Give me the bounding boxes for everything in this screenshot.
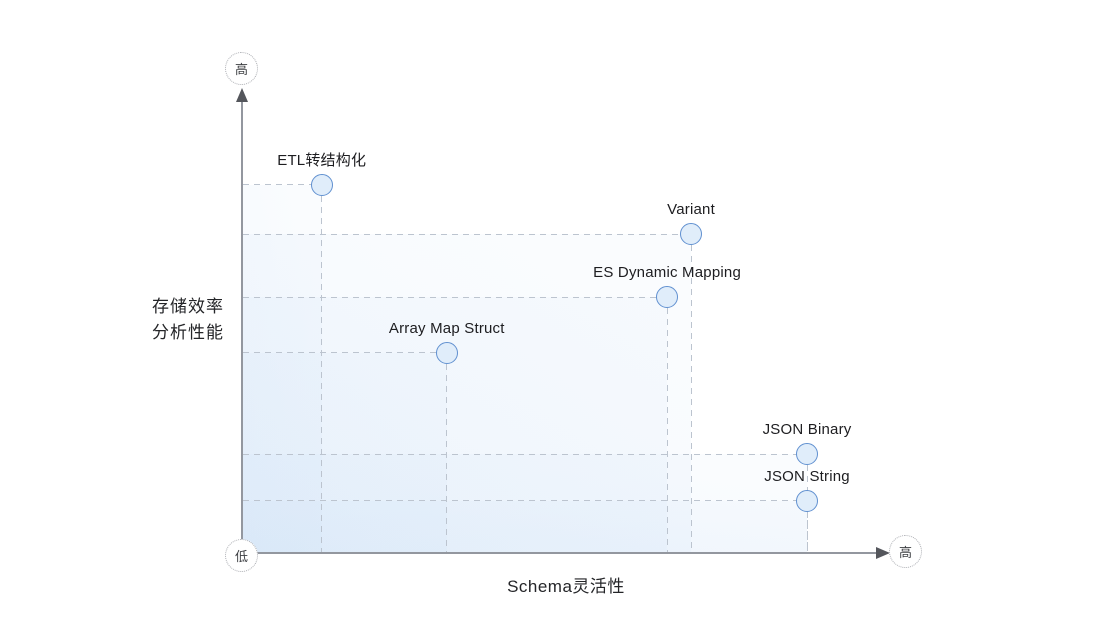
origin-low-label: 低	[234, 549, 248, 564]
v-guide-line	[321, 184, 323, 552]
h-guide-line	[243, 352, 447, 354]
h-guide-line	[243, 296, 668, 298]
data-point-dot	[796, 489, 819, 512]
shaded-region	[243, 500, 808, 552]
data-point-dot	[796, 443, 819, 466]
shaded-region	[243, 297, 668, 552]
data-point-dot	[680, 223, 703, 246]
x-axis-high-label: 高	[898, 545, 912, 560]
h-guide-line	[243, 184, 322, 186]
x-axis-high-badge: 高	[889, 535, 922, 568]
y-axis-title: 存储效率 分析性能	[108, 294, 268, 346]
y-axis-high-label: 高	[234, 62, 248, 77]
data-point-label: Array Map Struct	[388, 319, 505, 337]
y-axis-title-line-2: 分析性能	[152, 323, 224, 342]
shaded-region	[243, 454, 808, 552]
y-axis-arrow-icon	[236, 88, 248, 102]
shaded-region	[243, 184, 322, 552]
shaded-region	[243, 352, 447, 552]
h-guide-line	[243, 500, 808, 502]
v-guide-line	[806, 500, 808, 552]
x-axis-line	[242, 552, 879, 554]
data-point-dot	[310, 173, 333, 196]
origin-low-badge: 低	[225, 539, 258, 572]
v-guide-line	[446, 352, 448, 552]
data-point-label: JSON String	[764, 467, 850, 485]
h-guide-line	[243, 453, 808, 455]
data-point-dot	[656, 286, 679, 309]
y-axis-high-badge: 高	[225, 52, 258, 85]
data-point-dot	[435, 341, 458, 364]
shaded-region	[243, 234, 692, 552]
y-axis-line	[241, 99, 243, 553]
y-axis-title-line-1: 存储效率	[152, 297, 224, 316]
v-guide-line	[666, 297, 668, 552]
x-axis-arrow-icon	[876, 547, 890, 559]
data-point-label: Variant	[667, 201, 715, 219]
data-point-label: ES Dynamic Mapping	[593, 264, 741, 282]
data-point-label: ETL转结构化	[277, 151, 367, 169]
x-axis-title: Schema灵活性	[507, 577, 625, 596]
h-guide-line	[243, 233, 692, 235]
v-guide-line	[690, 234, 692, 552]
data-point-label: JSON Binary	[762, 421, 852, 439]
